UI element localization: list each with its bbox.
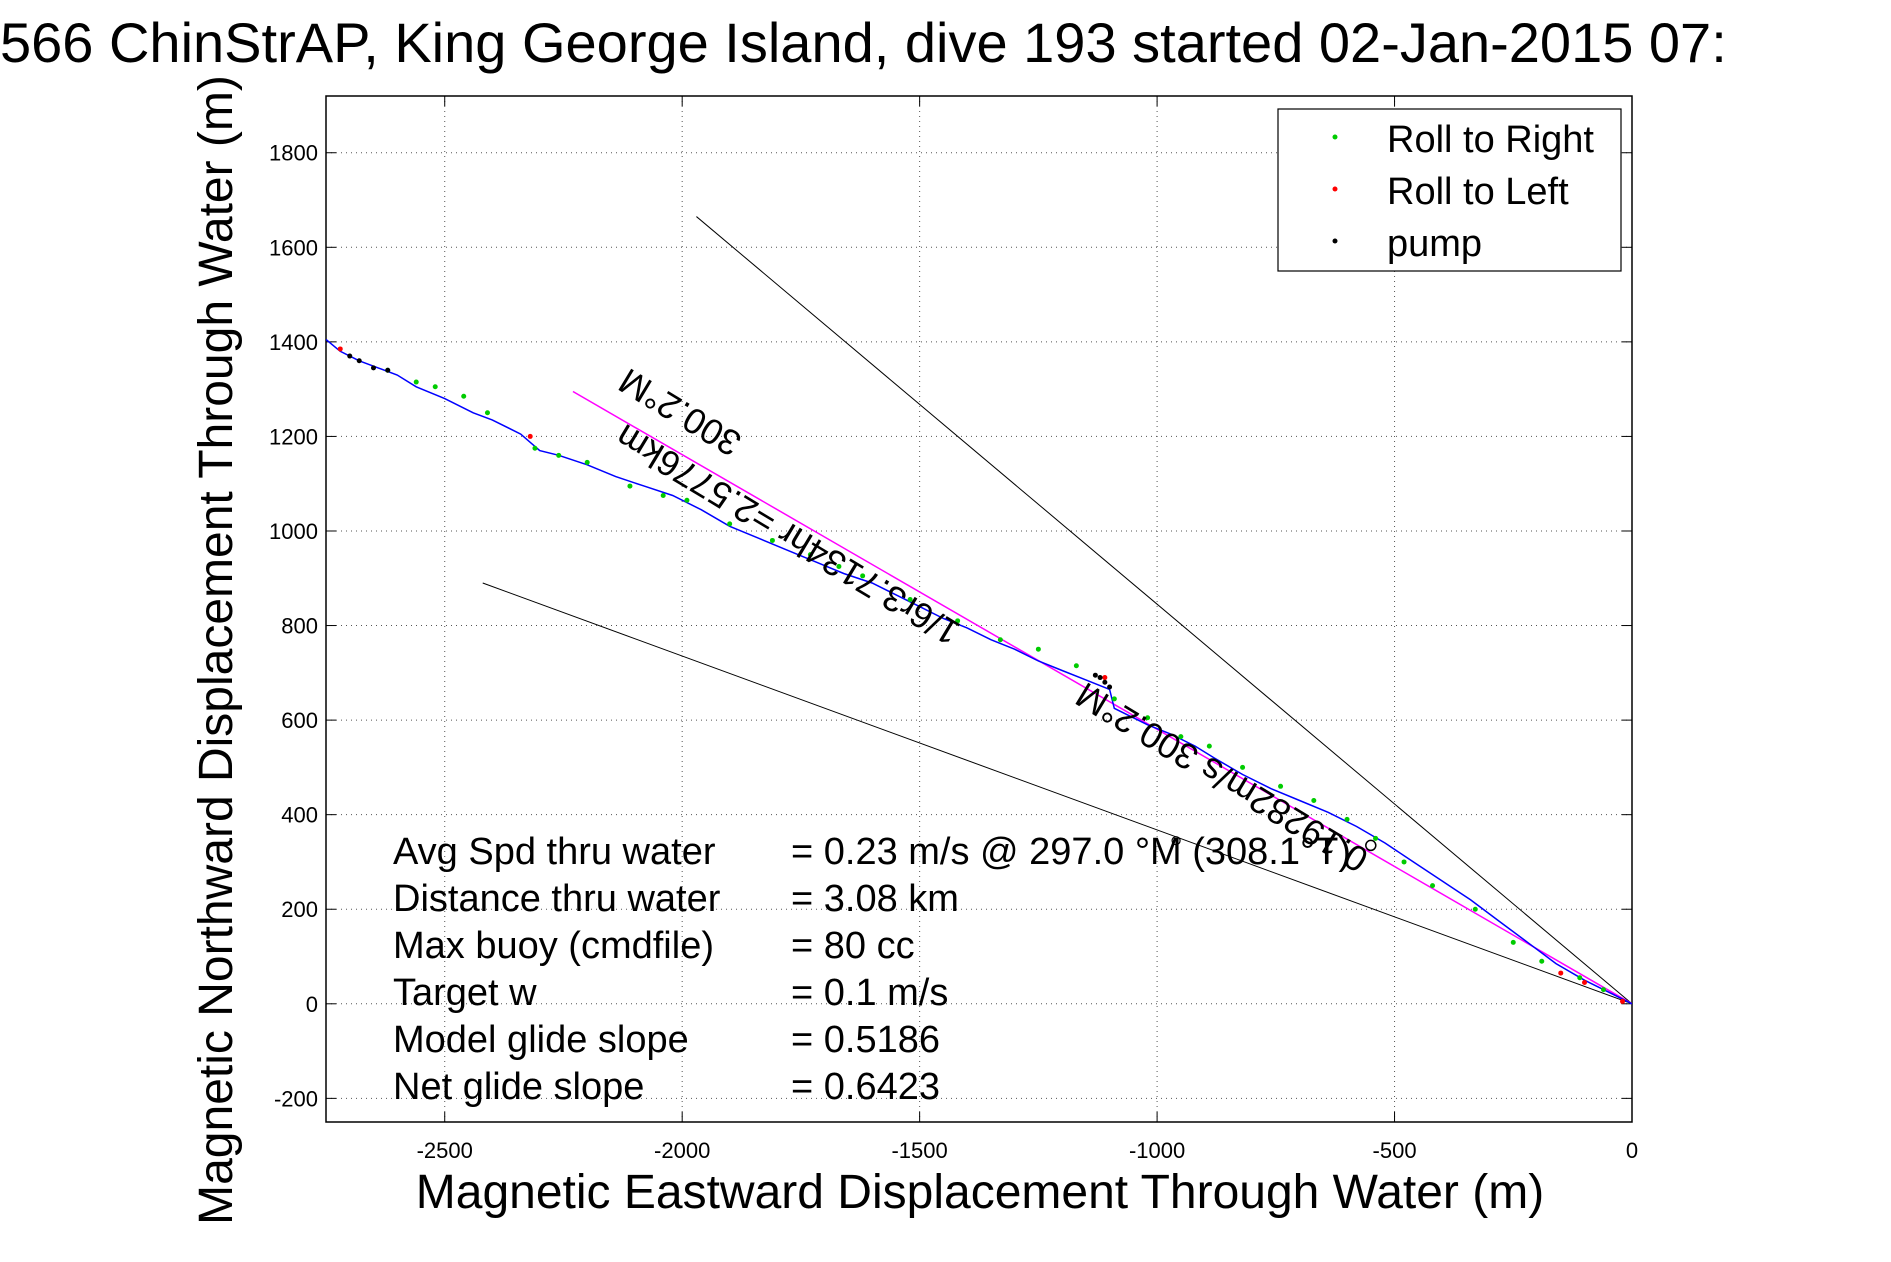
roll-right-point <box>907 597 913 603</box>
roll-right-point <box>1073 663 1079 669</box>
chart-title: 566 ChinStrAP, King George Island, dive … <box>0 11 1727 74</box>
stat-label: Target w <box>393 972 537 1014</box>
roll-right-point <box>1111 696 1117 702</box>
y-tick-label: 1200 <box>269 424 318 449</box>
y-tick-label: 0 <box>306 992 318 1017</box>
stat-value: = 3.08 km <box>791 878 959 920</box>
roll-right-point <box>1472 906 1478 912</box>
stat-label: Net glide slope <box>393 1066 644 1108</box>
y-tick-label: 1000 <box>269 519 318 544</box>
roll-right-point <box>413 379 419 385</box>
roll-right-point <box>484 410 490 416</box>
roll-right-point <box>1510 939 1516 945</box>
roll-right-point <box>1577 975 1583 981</box>
legend-marker <box>1332 186 1338 192</box>
roll-right-point <box>1035 646 1041 652</box>
stat-value: = 0.6423 <box>791 1066 940 1108</box>
legend-marker <box>1332 134 1338 140</box>
heading-line <box>572 390 1632 1005</box>
roll-left-point <box>1558 970 1564 976</box>
roll-right-point <box>1178 734 1184 740</box>
y-tick-label: 600 <box>281 708 318 733</box>
stat-label: Model glide slope <box>393 1019 689 1061</box>
roll-right-point <box>1240 764 1246 770</box>
roll-right-point <box>1539 958 1545 964</box>
x-tick-label: -2500 <box>417 1138 473 1163</box>
track-line <box>326 338 1632 1005</box>
marker-circle <box>1365 839 1377 852</box>
roll-right-point <box>1344 816 1350 822</box>
legend-label: Roll to Left <box>1387 171 1569 213</box>
y-tick-label: 1600 <box>269 235 318 260</box>
roll-right-point <box>769 537 775 543</box>
roll-right-point <box>860 573 866 579</box>
roll-right-point <box>1601 987 1607 993</box>
y-axis-label: Magnetic Northward Displacement Through … <box>190 75 243 1225</box>
pump-point <box>1092 672 1098 678</box>
pump-point <box>370 365 376 371</box>
roll-left-point <box>1582 980 1588 986</box>
roll-right-point <box>432 384 438 390</box>
bound-line <box>482 582 1632 1005</box>
roll-left-point <box>337 346 343 352</box>
data-layer <box>326 216 1632 1005</box>
roll-left-point <box>1620 998 1626 1004</box>
plot-frame <box>325 95 1633 1123</box>
pump-point <box>1097 675 1103 681</box>
roll-right-point <box>584 459 590 465</box>
pump-point <box>356 358 362 364</box>
roll-right-point <box>1373 835 1379 841</box>
x-axis-label: Magnetic Eastward Displacement Through W… <box>416 1166 1544 1219</box>
pump-point <box>347 353 353 359</box>
roll-right-point <box>684 497 690 503</box>
roll-right-point <box>627 483 633 489</box>
x-tick-label: -1000 <box>1129 1138 1185 1163</box>
y-tick-label: 1800 <box>269 141 318 166</box>
pump-point <box>1102 679 1108 685</box>
y-tick-label: -200 <box>274 1086 318 1111</box>
roll-right-point <box>955 618 961 624</box>
stat-value: = 0.1 m/s <box>791 972 948 1014</box>
y-tick-label: 1400 <box>269 330 318 355</box>
legend-label: Roll to Right <box>1387 119 1594 161</box>
y-tick-label: 800 <box>281 614 318 639</box>
legend-marker <box>1332 238 1338 244</box>
stat-label: Distance thru water <box>393 878 721 920</box>
stat-label: Avg Spd thru water <box>393 831 716 873</box>
roll-right-point <box>1430 883 1436 889</box>
x-tick-label: -2000 <box>654 1138 710 1163</box>
x-tick-label: -500 <box>1373 1138 1417 1163</box>
y-tick-label: 200 <box>281 897 318 922</box>
roll-right-point <box>836 563 842 569</box>
stat-value: = 0.5186 <box>791 1019 940 1061</box>
stat-value: = 0.23 m/s @ 297.0 °M (308.1°T) <box>791 831 1351 873</box>
roll-right-point <box>1311 797 1317 803</box>
x-tick-label: 0 <box>1626 1138 1638 1163</box>
roll-right-point <box>1145 715 1151 721</box>
legend-label: pump <box>1387 223 1482 265</box>
roll-left-point <box>527 433 533 439</box>
roll-right-point <box>556 452 562 458</box>
roll-right-point <box>1278 783 1284 789</box>
roll-right-point <box>997 637 1003 643</box>
roll-right-point <box>1206 743 1212 749</box>
roll-right-point <box>532 445 538 451</box>
y-tick-label: 400 <box>281 803 318 828</box>
stat-label: Max buoy (cmdfile) <box>393 925 714 967</box>
roll-right-point <box>660 493 666 499</box>
x-tick-label: -1500 <box>891 1138 947 1163</box>
roll-right-point <box>727 521 733 527</box>
roll-right-point <box>461 393 467 399</box>
stat-value: = 80 cc <box>791 925 915 967</box>
roll-left-point <box>1102 675 1108 681</box>
pump-point <box>385 367 391 373</box>
marker-circle <box>1171 836 1181 846</box>
roll-right-point <box>807 552 813 558</box>
roll-right-point <box>1401 859 1407 865</box>
bound-line <box>696 216 1632 1005</box>
pump-point <box>1107 684 1113 690</box>
